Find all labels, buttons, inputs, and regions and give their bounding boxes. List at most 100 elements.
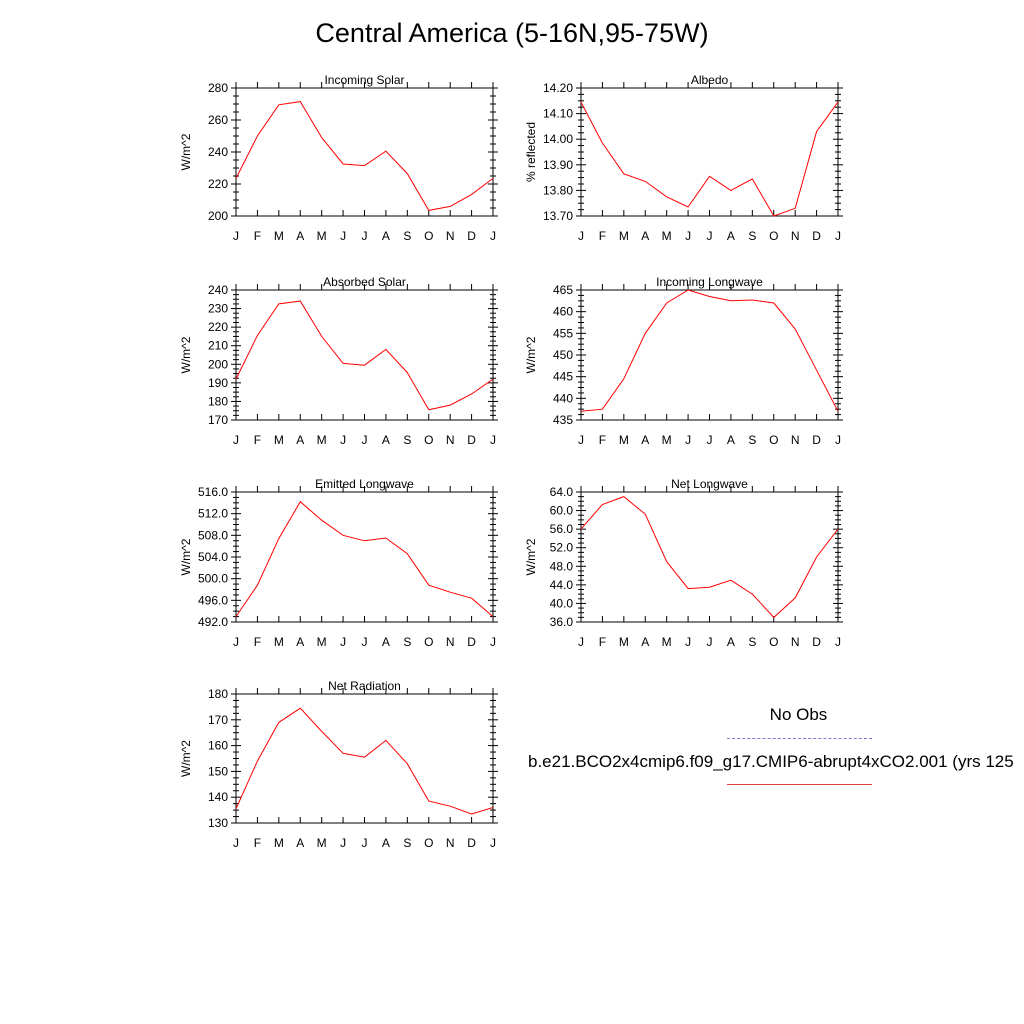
series-line [580, 496, 839, 619]
x-tick-label: M [619, 229, 629, 243]
x-tick-label: D [467, 836, 476, 850]
x-tick-label: O [424, 836, 433, 850]
panel-title: Incoming Longwave [656, 275, 763, 289]
x-tick-label: F [599, 635, 606, 649]
x-tick-label: J [685, 433, 691, 447]
panel-title: Net Longwave [671, 477, 748, 491]
y-tick-label: 200 [208, 209, 228, 223]
x-tick-label: J [685, 635, 691, 649]
y-tick-label: 130 [208, 816, 228, 830]
legend-model-line [727, 784, 872, 785]
y-tick-label: 435 [553, 413, 573, 427]
y-tick-label: 504.0 [198, 550, 228, 564]
y-tick-label: 180 [208, 394, 228, 408]
x-tick-label: J [578, 433, 584, 447]
x-tick-label: J [233, 836, 239, 850]
x-tick-label: J [340, 836, 346, 850]
y-tick-label: 460 [553, 305, 573, 319]
x-tick-label: J [490, 229, 496, 243]
x-tick-label: M [317, 433, 327, 447]
y-tick-label: 36.0 [550, 615, 574, 629]
x-tick-label: M [619, 635, 629, 649]
x-tick-label: M [619, 433, 629, 447]
panel-title: Albedo [691, 73, 729, 87]
x-tick-label: J [835, 433, 841, 447]
x-tick-label: A [382, 836, 390, 850]
x-tick-label: N [446, 635, 455, 649]
x-tick-label: M [662, 635, 672, 649]
x-tick-label: S [403, 433, 411, 447]
y-tick-label: 240 [208, 145, 228, 159]
plot-frame [235, 491, 494, 623]
y-tick-label: 14.20 [543, 81, 573, 95]
y-tick-label: 170 [208, 413, 228, 427]
x-tick-label: F [254, 433, 261, 447]
y-axis-label: W/m^2 [524, 336, 538, 373]
x-tick-label: J [707, 635, 713, 649]
x-tick-label: J [835, 635, 841, 649]
x-tick-label: M [662, 433, 672, 447]
y-tick-label: 44.0 [550, 578, 574, 592]
x-tick-label: D [467, 433, 476, 447]
x-tick-label: F [599, 433, 606, 447]
plot-frame [580, 491, 839, 623]
y-tick-label: 512.0 [198, 507, 228, 521]
series-line [235, 101, 494, 211]
x-tick-label: A [296, 836, 304, 850]
y-tick-label: 190 [208, 376, 228, 390]
x-tick-label: N [446, 836, 455, 850]
x-tick-label: A [727, 433, 735, 447]
y-tick-label: 220 [208, 177, 228, 191]
legend-obs-line [727, 738, 872, 739]
x-tick-label: J [362, 836, 368, 850]
x-tick-label: A [296, 635, 304, 649]
x-tick-label: M [317, 836, 327, 850]
x-tick-label: D [812, 635, 821, 649]
x-tick-label: J [233, 635, 239, 649]
x-tick-label: J [707, 229, 713, 243]
y-tick-label: 14.00 [543, 132, 573, 146]
x-tick-label: D [812, 433, 821, 447]
y-tick-label: 492.0 [198, 615, 228, 629]
y-axis-label: W/m^2 [179, 740, 193, 777]
x-tick-label: A [382, 433, 390, 447]
y-tick-label: 64.0 [550, 485, 574, 499]
y-tick-label: 450 [553, 348, 573, 362]
x-tick-label: N [791, 433, 800, 447]
series-line [235, 300, 494, 411]
x-tick-label: J [685, 229, 691, 243]
y-tick-label: 508.0 [198, 528, 228, 542]
x-tick-label: O [424, 229, 433, 243]
x-tick-label: A [641, 229, 649, 243]
y-tick-label: 230 [208, 302, 228, 316]
x-tick-label: J [340, 229, 346, 243]
series-line [235, 707, 494, 815]
y-tick-label: 40.0 [550, 596, 574, 610]
panel-title: Emitted Longwave [315, 477, 414, 491]
x-tick-label: D [812, 229, 821, 243]
x-tick-label: J [490, 635, 496, 649]
x-tick-label: N [791, 229, 800, 243]
x-tick-label: M [317, 635, 327, 649]
y-tick-label: 445 [553, 370, 573, 384]
y-tick-label: 220 [208, 320, 228, 334]
x-tick-label: O [769, 635, 778, 649]
y-tick-label: 500.0 [198, 572, 228, 586]
y-tick-label: 14.10 [543, 107, 573, 121]
x-tick-label: J [362, 635, 368, 649]
x-tick-label: M [274, 635, 284, 649]
y-tick-label: 516.0 [198, 485, 228, 499]
y-axis-label: % reflected [524, 122, 538, 182]
x-tick-label: N [446, 433, 455, 447]
y-tick-label: 440 [553, 391, 573, 405]
y-tick-label: 200 [208, 357, 228, 371]
x-tick-label: S [748, 433, 756, 447]
series-line [235, 500, 494, 617]
panel-title: Absorbed Solar [323, 275, 406, 289]
series-line [580, 101, 839, 217]
y-tick-label: 496.0 [198, 593, 228, 607]
x-tick-label: J [340, 433, 346, 447]
